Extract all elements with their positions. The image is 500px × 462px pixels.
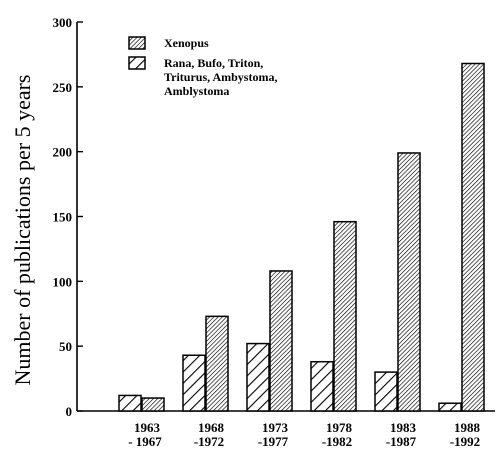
legend-swatch [128, 36, 146, 50]
y-tick-label: 100 [53, 274, 73, 289]
bar [118, 394, 142, 412]
bar [461, 62, 485, 412]
x-tick-label: 1978 [326, 420, 353, 435]
legend-swatch [128, 56, 146, 70]
bar [310, 360, 334, 412]
y-tick-label: 50 [59, 339, 72, 354]
x-tick-label: 1988 [454, 420, 481, 435]
x-tick-label: -1972 [194, 434, 224, 449]
legend-label: Xenopus [164, 36, 209, 50]
x-tick-label: 1963 [134, 420, 161, 435]
y-tick-label: 300 [53, 15, 73, 30]
legend: Xenopus Rana, Bufo, Triton,Triturus, Amby… [128, 36, 277, 98]
bar [397, 152, 421, 412]
bar [374, 371, 398, 412]
legend-label: Rana, Bufo, Triton, [164, 56, 263, 70]
bar [246, 342, 270, 412]
x-tick-label: -1992 [450, 434, 480, 449]
y-tick-label: 200 [53, 145, 73, 160]
y-axis: 0 50 100 150 200 250 300 [53, 15, 83, 419]
x-tick-label: - 1967 [128, 434, 162, 449]
bar [333, 220, 357, 412]
legend-label: Triturus, Ambystoma, [164, 70, 277, 84]
x-tick-label: 1983 [390, 420, 417, 435]
x-tick-label: -1982 [322, 434, 352, 449]
y-tick-label: 150 [53, 210, 73, 225]
bar [269, 270, 293, 412]
x-tick-label: 1973 [262, 420, 289, 435]
y-tick-label: 0 [66, 404, 73, 419]
bar [205, 315, 229, 412]
bars [118, 62, 485, 412]
x-axis: 1963- 1967 1968-1972 1973-1977 1978-1982 198… [77, 410, 495, 449]
y-tick-label: 250 [53, 80, 73, 95]
x-tick-label: -1977 [258, 434, 289, 449]
y-axis-label: Number of publications per 5 years [10, 75, 35, 386]
bar [438, 402, 462, 412]
bar [141, 397, 165, 412]
x-tick-label: -1987 [386, 434, 417, 449]
bar [182, 354, 206, 412]
x-tick-label: 1968 [198, 420, 225, 435]
legend-label: Amblystoma [164, 84, 229, 98]
